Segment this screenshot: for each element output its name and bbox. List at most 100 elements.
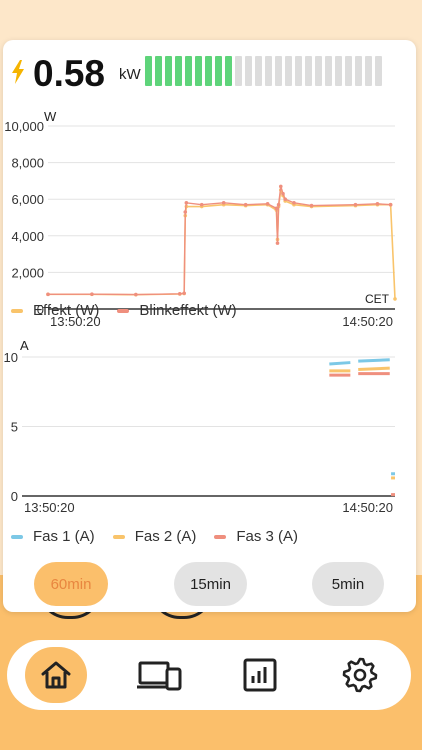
level-segment (245, 56, 252, 86)
data-point (276, 202, 281, 207)
x-tick-label: 13:50:20 (50, 314, 101, 329)
data-point (353, 202, 358, 207)
home-icon (41, 661, 71, 689)
range-5min-label: 5min (331, 575, 365, 593)
legend-item[interactable]: Effekt (W) (11, 302, 99, 319)
y-axis-unit: W (44, 109, 57, 124)
data-point (393, 297, 397, 301)
level-segment (175, 56, 182, 86)
y-tick-label: 2,000 (11, 265, 44, 280)
legend-label: Fas 3 (A) (236, 528, 299, 545)
legend-label: Effekt (W) (33, 302, 100, 319)
data-point (177, 292, 182, 296)
level-segment (155, 56, 162, 86)
level-segment (225, 56, 232, 86)
current-chart: A10 5 0 13:50:20 14:50:20 (4, 338, 395, 513)
power-unit: kW (119, 66, 141, 83)
legend-label: Fas 1 (A) (33, 528, 95, 545)
y-tick-label: 10,000 (4, 119, 44, 134)
level-segment (355, 56, 362, 86)
legend-item[interactable]: Blinkeffekt (W) (117, 302, 237, 319)
power-readout: 0.58 kW (11, 54, 411, 94)
range-5min-button[interactable]: 5min (312, 562, 384, 606)
y-tick-label: 6,000 (11, 192, 44, 207)
bottom-nav (7, 640, 411, 710)
level-segment (275, 56, 282, 86)
data-point (278, 184, 283, 189)
power-value: 0.58 (33, 53, 106, 94)
power-level-bar (145, 56, 382, 86)
legend-swatch (11, 534, 23, 539)
nav-devices[interactable] (128, 647, 190, 703)
nav-settings[interactable] (329, 647, 391, 703)
level-segment (315, 56, 322, 86)
data-point (90, 292, 94, 296)
level-segment (335, 56, 342, 86)
gear-icon (342, 657, 378, 693)
level-segment (205, 56, 212, 86)
data-point (388, 202, 393, 207)
dashboard-card: 0.58 kW W 10,000 8,000 6,000 4,000 2,000 0 13:5… (3, 40, 416, 612)
x-tick-label: 14:50:20 (342, 500, 393, 513)
gear-hub (353, 668, 367, 682)
data-point (243, 202, 248, 207)
legend-swatch (117, 308, 130, 313)
data-point (281, 191, 285, 196)
range-60min-button[interactable]: 60min (34, 562, 108, 606)
level-segment (185, 56, 192, 86)
series-segment (329, 361, 351, 366)
level-segment (375, 56, 382, 86)
y-tick-label: 0 (11, 489, 18, 504)
data-point (309, 203, 314, 208)
data-point (184, 201, 189, 205)
level-segment (235, 56, 242, 86)
level-segment (255, 56, 262, 86)
data-point (292, 201, 296, 205)
level-segment (215, 56, 222, 86)
y-tick-label: 0 (37, 302, 44, 317)
legend-swatch (112, 534, 125, 539)
data-point (265, 201, 270, 206)
data-point (183, 210, 188, 214)
bolt-icon (12, 60, 24, 84)
range-60min-label: 60min (50, 575, 92, 593)
power-chart: W10,000 8,000 6,000 4,000 2,000 0 13:50:20 14:5… (4, 109, 397, 329)
timezone-label: CET (365, 292, 390, 306)
nav-home[interactable] (25, 647, 87, 703)
range-15min-button[interactable]: 15min (174, 562, 247, 606)
y-tick-label: 10 (4, 350, 18, 365)
devices-icon (137, 661, 182, 691)
legend-item[interactable]: Fas 1 (A) (11, 528, 95, 545)
legend-swatch (11, 308, 23, 313)
nav-statistics[interactable] (229, 647, 291, 703)
y-tick-label: 8,000 (11, 156, 44, 171)
range-15min-label: 15min (190, 575, 231, 593)
level-segment (165, 56, 172, 86)
series-segment (358, 366, 390, 372)
legend-item[interactable]: Fas 3 (A) (214, 528, 298, 545)
series-line (48, 186, 396, 299)
data-point (46, 292, 50, 297)
legend-label: Fas 2 (A) (134, 528, 197, 545)
legend-swatch (214, 534, 227, 539)
y-tick-label: 4,000 (11, 229, 44, 244)
x-tick-label: 13:50:20 (24, 500, 75, 513)
level-segment (305, 56, 312, 86)
level-segment (265, 56, 272, 86)
y-tick-label: 5 (11, 420, 18, 435)
data-point (199, 202, 204, 207)
chart-icon (243, 658, 277, 692)
power-legend: Effekt (W) Blinkeffekt (W) (11, 302, 255, 319)
level-segment (365, 56, 372, 86)
data-point (134, 292, 138, 297)
level-segment (325, 56, 332, 86)
data-point (274, 206, 279, 211)
legend-label: Blinkeffekt (W) (139, 302, 237, 319)
level-segment (285, 56, 292, 86)
data-point (375, 201, 380, 206)
y-axis-unit: A (20, 338, 29, 353)
data-point (283, 197, 287, 201)
legend-item[interactable]: Fas 2 (A) (112, 528, 197, 545)
level-segment (195, 56, 202, 86)
data-point (182, 291, 186, 296)
